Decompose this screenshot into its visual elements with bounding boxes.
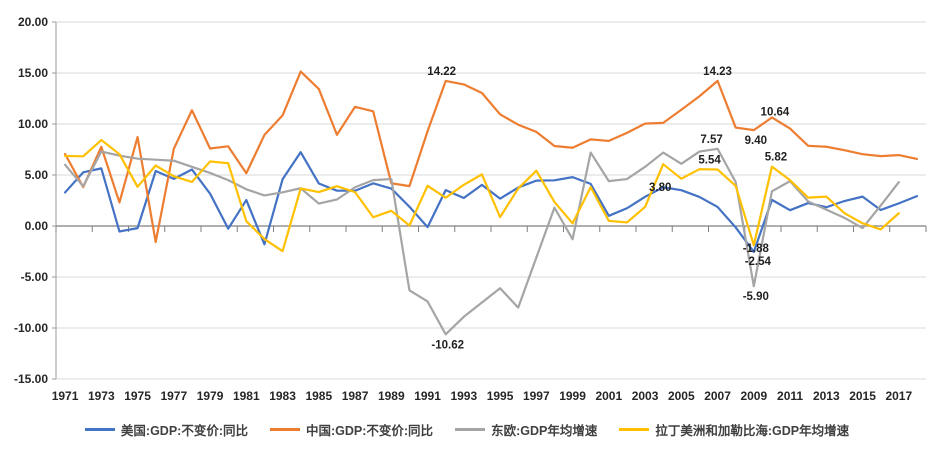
legend-item-0: 美国:GDP:不变价:同比 [84,420,248,439]
legend-label: 东欧:GDP年均增速 [491,424,598,438]
legend-line-swatch-icon [455,428,486,431]
chart-legend: 美国:GDP:不变价:同比 中国:GDP:不变价:同比 东欧:GDP年均增速 拉丁美洲… [0,420,934,439]
x-axis-tick-label: 1997 [523,389,550,403]
x-axis-tick-label: 2001 [595,389,622,403]
data-label-7.57: 7.57 [700,134,722,146]
x-axis-tick-label: 1993 [450,389,477,403]
series-line-1 [63,70,919,244]
data-label-14.22: 14.22 [427,66,456,78]
x-axis-tick-label: 1981 [233,389,260,403]
x-axis-tick-label: 1999 [559,389,586,403]
legend-line-swatch-icon [269,428,300,431]
x-axis-tick-label: 1987 [342,389,369,403]
x-axis-tick-label: 2011 [777,389,803,403]
data-label-14.23: 14.23 [703,66,732,78]
x-axis-tick-label: 2017 [885,389,912,403]
data-label-3.80: 3.80 [649,182,671,194]
x-axis-tick-label: 1973 [88,389,115,403]
y-axis-tick-label: 10.00 [18,117,48,131]
x-axis-tick-label: 2013 [813,389,840,403]
data-label--1.88: -1.88 [743,243,770,255]
x-axis-tick-label: 2005 [668,389,695,403]
data-label-5.82: 5.82 [765,152,787,164]
x-axis-tick-label: 1989 [378,389,405,403]
x-axis-tick-label: 2015 [849,389,876,403]
legend-label: 中国:GDP:不变价:同比 [305,424,434,438]
y-axis-tick-label: 20.00 [18,15,48,29]
series-line-3 [63,138,900,253]
series-line-2 [63,147,900,336]
x-axis-tick-label: 1971 [52,389,79,403]
x-axis-tick-label: 1977 [160,389,187,403]
y-axis-tick-label: -15.00 [14,372,48,386]
legend-item-1: 中国:GDP:不变价:同比 [269,420,434,439]
legend-label: 美国:GDP:不变价:同比 [120,424,248,438]
x-axis-tick-label: 2007 [704,389,731,403]
y-axis-tick-label: -5.00 [21,270,49,284]
legend-line-swatch-icon [619,428,650,431]
x-axis-tick-label: 1975 [124,389,151,403]
y-axis-tick-label: 0.00 [25,219,49,233]
data-label--10.62: -10.62 [431,339,464,351]
x-axis-tick-label: 1985 [305,389,332,403]
x-axis-tick-label: 1991 [414,389,441,403]
x-axis-tick-label: 2003 [632,389,659,403]
legend-line-swatch-icon [84,428,115,431]
data-label--2.54: -2.54 [745,256,772,268]
x-axis-tick-label: 1979 [197,389,224,403]
data-label--5.90: -5.90 [743,291,769,303]
y-axis-tick-label: 15.00 [18,66,48,80]
data-label-10.64: 10.64 [761,106,790,118]
data-label-9.40: 9.40 [745,135,767,147]
x-axis-tick-label: 1995 [487,389,514,403]
y-axis-tick-label: 5.00 [25,168,49,182]
legend-label: 拉丁美洲和加勒比海:GDP年均增速 [655,424,850,438]
x-axis-tick-label: 2009 [740,389,767,403]
series-line-0 [63,151,919,254]
legend-item-3: 拉丁美洲和加勒比海:GDP年均增速 [619,420,849,439]
x-axis-tick-label: 1983 [269,389,296,403]
legend-item-2: 东欧:GDP年均增速 [455,420,597,439]
y-axis-tick-label: -10.00 [14,321,48,335]
data-label-5.54: 5.54 [698,154,721,166]
